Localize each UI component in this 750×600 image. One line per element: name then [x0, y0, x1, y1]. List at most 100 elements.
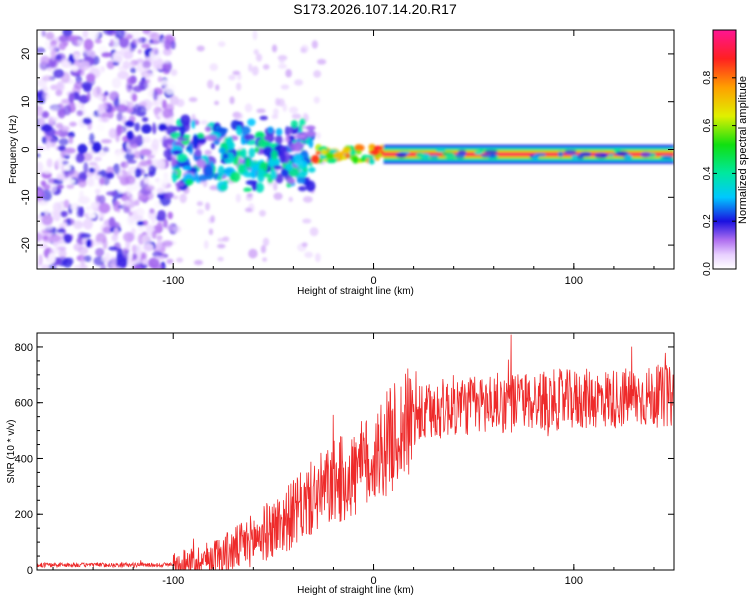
heatmap-cell	[37, 153, 41, 158]
heatmap-cell	[180, 131, 185, 138]
colorbar	[713, 30, 736, 269]
heatmap-cell	[571, 154, 580, 160]
heatmap-cell	[333, 151, 343, 160]
heatmap-cell	[217, 41, 226, 48]
heatmap-cell	[457, 149, 467, 156]
heatmap-cell	[251, 65, 259, 76]
heatmap-cell	[98, 202, 111, 214]
snr-axes: -100 0 100 0 200 400 600 800 Height of straight …	[6, 332, 675, 596]
heatmap-cell	[229, 96, 235, 105]
heatmap-cell	[313, 70, 322, 78]
heatmap-cell	[132, 244, 137, 254]
heatmap-cell	[295, 134, 307, 139]
heatmap-cell	[75, 74, 82, 84]
heatmap-cell	[137, 49, 142, 54]
heatmap-cell	[139, 148, 152, 156]
heatmap-cell	[289, 106, 299, 114]
heatmap-cell	[217, 256, 224, 262]
heatmap-cell	[279, 152, 286, 164]
heatmap-cell	[49, 234, 62, 242]
heatmap-cell	[148, 165, 156, 176]
heatmap-cell	[288, 196, 293, 202]
heatmap-cell	[373, 145, 384, 150]
heatmap-cell	[62, 160, 69, 166]
heatmap-cell	[171, 150, 183, 155]
heatmap-cell	[270, 169, 277, 181]
heatmap-cell	[302, 218, 312, 224]
heatmap-x-tick-label: -100	[162, 275, 184, 287]
heatmap-cell	[55, 89, 63, 97]
heatmap-cell	[156, 235, 163, 241]
heatmap-cell	[280, 145, 288, 153]
heatmap-cell	[156, 240, 162, 250]
heatmap-cell	[299, 118, 306, 126]
heatmap-cell	[91, 141, 102, 153]
heatmap-cell	[141, 117, 149, 123]
heatmap-cell	[37, 146, 45, 152]
heatmap-y-tick-label: -10	[20, 189, 32, 205]
heatmap-cell	[44, 208, 50, 216]
heatmap-cell	[309, 227, 319, 237]
heatmap-cell	[73, 81, 84, 90]
heatmap-y-tick-label: 20	[20, 48, 32, 60]
heatmap-cell	[233, 157, 239, 166]
heatmap-cell	[124, 200, 131, 206]
heatmap-cell	[123, 231, 135, 243]
heatmap-cell	[209, 185, 220, 191]
heatmap-cell	[206, 79, 214, 89]
heatmap-cell	[576, 154, 585, 160]
heatmap-cell	[111, 51, 123, 64]
heatmap-cell	[149, 32, 161, 41]
heatmap-cell	[278, 63, 288, 69]
heatmap-cell	[37, 142, 41, 147]
heatmap-cell	[66, 184, 75, 189]
colorbar-tick-label: 0.0	[702, 262, 713, 276]
heatmap-cell	[50, 49, 57, 58]
heatmap-cell	[63, 233, 72, 244]
heatmap-cell	[60, 210, 68, 218]
heatmap-cell	[156, 221, 163, 234]
heatmap-cell	[80, 173, 87, 181]
heatmap-cell	[136, 220, 145, 226]
heatmap-cell	[445, 153, 457, 159]
heatmap-cell	[218, 147, 226, 154]
heatmap-cell	[40, 264, 50, 269]
heatmap-cell	[111, 77, 122, 89]
heatmap-cell	[37, 215, 44, 220]
heatmap-cell	[141, 43, 151, 49]
heatmap-cell	[134, 111, 146, 117]
heatmap-cell	[243, 187, 252, 193]
heatmap-cell	[88, 161, 98, 166]
heatmap-cell	[143, 243, 154, 252]
heatmap-cell	[120, 104, 127, 110]
heatmap-cell	[292, 153, 304, 166]
heatmap-cell	[170, 154, 177, 160]
heatmap-cell	[268, 156, 281, 168]
heatmap-cell	[252, 30, 258, 41]
heatmap-cell	[152, 58, 164, 70]
heatmap-cell	[243, 134, 256, 141]
heatmap-cell	[99, 177, 105, 186]
heatmap-cell	[197, 174, 208, 182]
heatmap-cell	[192, 134, 200, 147]
heatmap-cell	[247, 118, 256, 127]
heatmap-cell	[172, 145, 183, 151]
heatmap-cell	[607, 153, 615, 157]
heatmap-cell	[94, 39, 102, 44]
heatmap-cell	[156, 210, 167, 222]
heatmap-cell	[300, 47, 307, 54]
snr-y-tick-label: 0	[27, 565, 33, 577]
heatmap-cell	[273, 192, 283, 201]
heatmap-cell	[89, 30, 100, 40]
heatmap-cell	[293, 79, 304, 86]
heatmap-cell	[255, 182, 265, 193]
heatmap-cell	[87, 212, 97, 219]
heatmap-cell	[204, 165, 213, 176]
heatmap-cell	[134, 135, 142, 145]
heatmap-cell	[82, 30, 89, 39]
heatmap-cell	[79, 233, 91, 239]
heatmap-cell	[163, 39, 171, 50]
heatmap-cell	[112, 200, 120, 212]
heatmap-cell	[41, 189, 52, 202]
